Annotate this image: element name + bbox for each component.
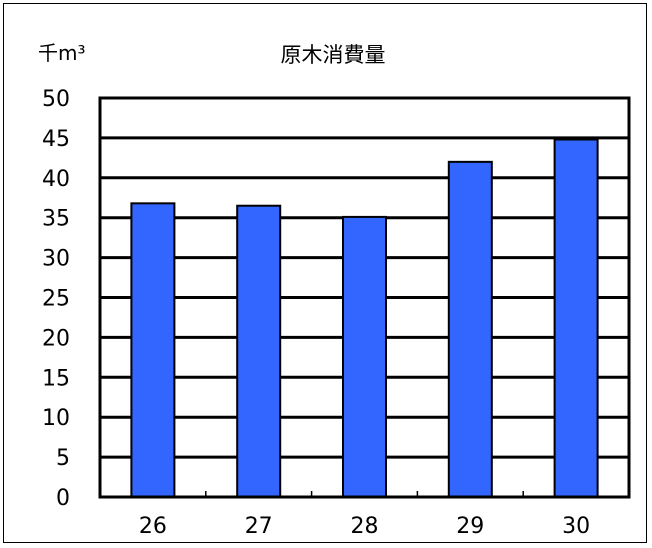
- bars: [130, 138, 599, 498]
- bar-29: [447, 160, 493, 498]
- x-tick-labels: 26 27 28 29 30: [139, 514, 590, 539]
- y-tick-label: 35: [42, 207, 70, 232]
- bar-28: [342, 215, 387, 498]
- y-tick-label: 45: [42, 127, 70, 152]
- y-tick-label: 25: [42, 287, 70, 312]
- y-tick-labels: 0 5 10 15 20 25 30 35 40 45 50: [42, 87, 70, 511]
- x-tick-label: 29: [456, 514, 484, 539]
- x-tick-label: 26: [139, 514, 167, 539]
- bar-27: [236, 204, 282, 498]
- y-tick-label: 0: [56, 486, 70, 511]
- y-tick-label: 20: [42, 326, 70, 351]
- x-tick-label: 30: [562, 514, 590, 539]
- bar-26: [130, 202, 176, 498]
- y-tick-label: 40: [42, 167, 70, 192]
- y-tick-label: 15: [42, 366, 70, 391]
- y-tick-label: 10: [42, 406, 70, 431]
- unit-label: 千m³: [38, 41, 86, 65]
- y-tick-label: 30: [42, 247, 70, 272]
- chart-title: 原木消費量: [281, 43, 386, 67]
- y-tick-label: 5: [56, 446, 70, 471]
- x-tick-label: 28: [351, 514, 379, 539]
- x-tick-label: 27: [245, 514, 273, 539]
- y-tick-label: 50: [42, 87, 70, 112]
- bar-30: [553, 138, 599, 498]
- plot-area: [98, 96, 631, 499]
- chart-frame: [3, 3, 647, 543]
